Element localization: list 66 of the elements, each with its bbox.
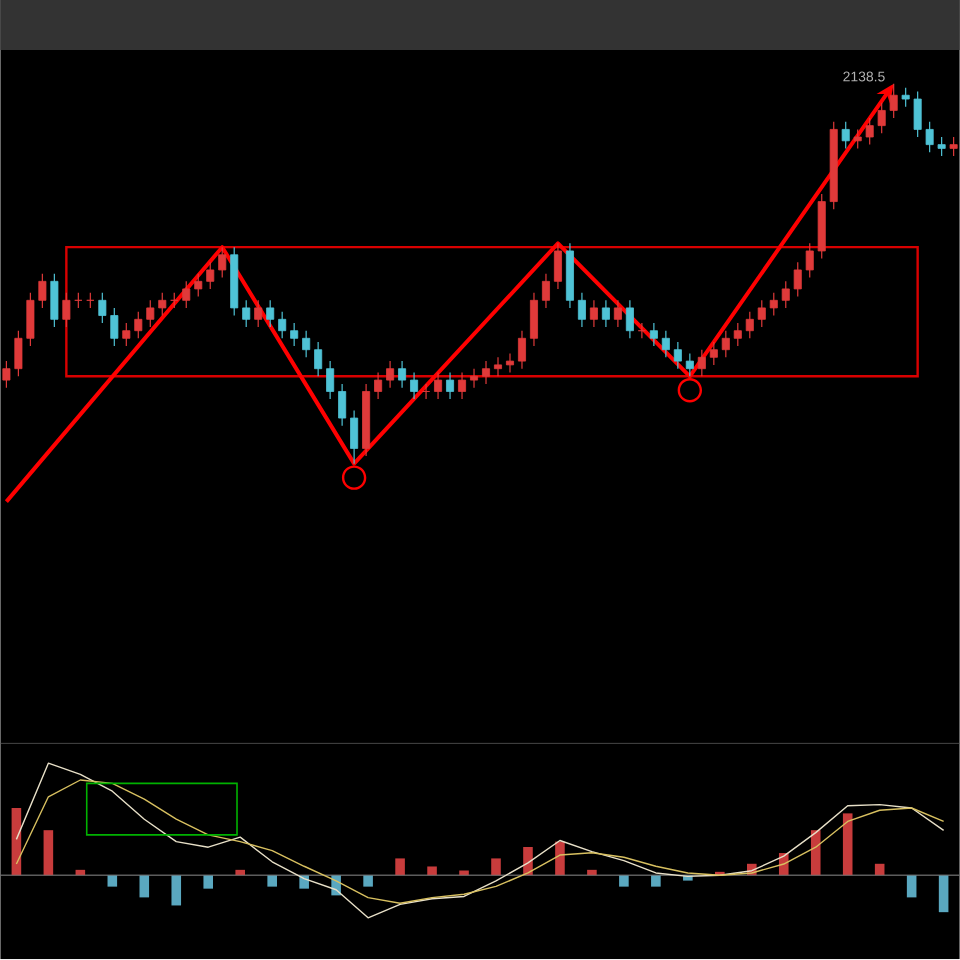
- candlestick: [290, 322, 299, 347]
- bar: [810, 830, 821, 876]
- candlestick: [661, 330, 670, 359]
- candlestick: [733, 322, 742, 347]
- bar: [842, 813, 853, 876]
- candlestick: [266, 300, 275, 328]
- candlestick: [410, 372, 419, 401]
- candlestick: [949, 136, 958, 158]
- bar: [874, 864, 885, 876]
- candlestick: [541, 273, 550, 309]
- candlestick: [553, 243, 562, 290]
- bar: [267, 875, 277, 888]
- bar: [395, 858, 405, 876]
- candlestick: [182, 281, 191, 309]
- candlestick: [494, 357, 502, 378]
- candlestick: [613, 300, 622, 328]
- candlestick: [709, 341, 718, 366]
- bar: [203, 875, 214, 890]
- candlestick: [673, 341, 682, 370]
- candlestick: [218, 246, 227, 279]
- candlestick: [302, 330, 311, 359]
- candlestick: [505, 353, 514, 374]
- candlestick: [338, 383, 347, 427]
- candlestick: [649, 322, 658, 347]
- candlestick: [781, 281, 790, 309]
- candlestick: [374, 372, 383, 401]
- candlestick: [482, 360, 490, 385]
- candlestick: [721, 330, 730, 359]
- candlestick: [529, 292, 538, 347]
- bar: [651, 875, 661, 888]
- bar: [171, 875, 182, 906]
- candlestick: [278, 311, 287, 340]
- candlestick: [398, 360, 407, 389]
- candlestick: [50, 273, 59, 328]
- candlestick: [434, 372, 443, 401]
- bar: [43, 830, 54, 876]
- candlestick: [62, 292, 71, 328]
- candlestick: [386, 360, 395, 389]
- bar: [363, 875, 373, 888]
- candlestick: [841, 121, 850, 150]
- bar: [139, 875, 150, 898]
- candlestick: [685, 353, 694, 378]
- candlestick: [470, 368, 479, 389]
- candlestick: [254, 300, 263, 328]
- bar: [491, 858, 501, 876]
- candlestick: [314, 341, 323, 378]
- candlestick: [757, 300, 766, 328]
- candlestick: [745, 311, 754, 340]
- candlestick: [194, 273, 203, 298]
- bar: [107, 875, 118, 888]
- candlestick: [446, 372, 455, 401]
- bar: [555, 842, 565, 876]
- candlestick: [769, 292, 778, 317]
- candlestick: [517, 330, 526, 370]
- candlestick: [601, 300, 610, 328]
- candlestick: [242, 300, 251, 328]
- candlestick: [326, 360, 335, 401]
- bar: [938, 875, 949, 913]
- candlestick: [458, 372, 467, 401]
- candlestick: [206, 262, 215, 290]
- candlestick: [350, 410, 359, 465]
- bar: [619, 875, 629, 888]
- candlestick: [697, 349, 706, 378]
- candlestick: [625, 300, 634, 340]
- candlestick: [577, 292, 586, 328]
- candlestick: [589, 300, 598, 328]
